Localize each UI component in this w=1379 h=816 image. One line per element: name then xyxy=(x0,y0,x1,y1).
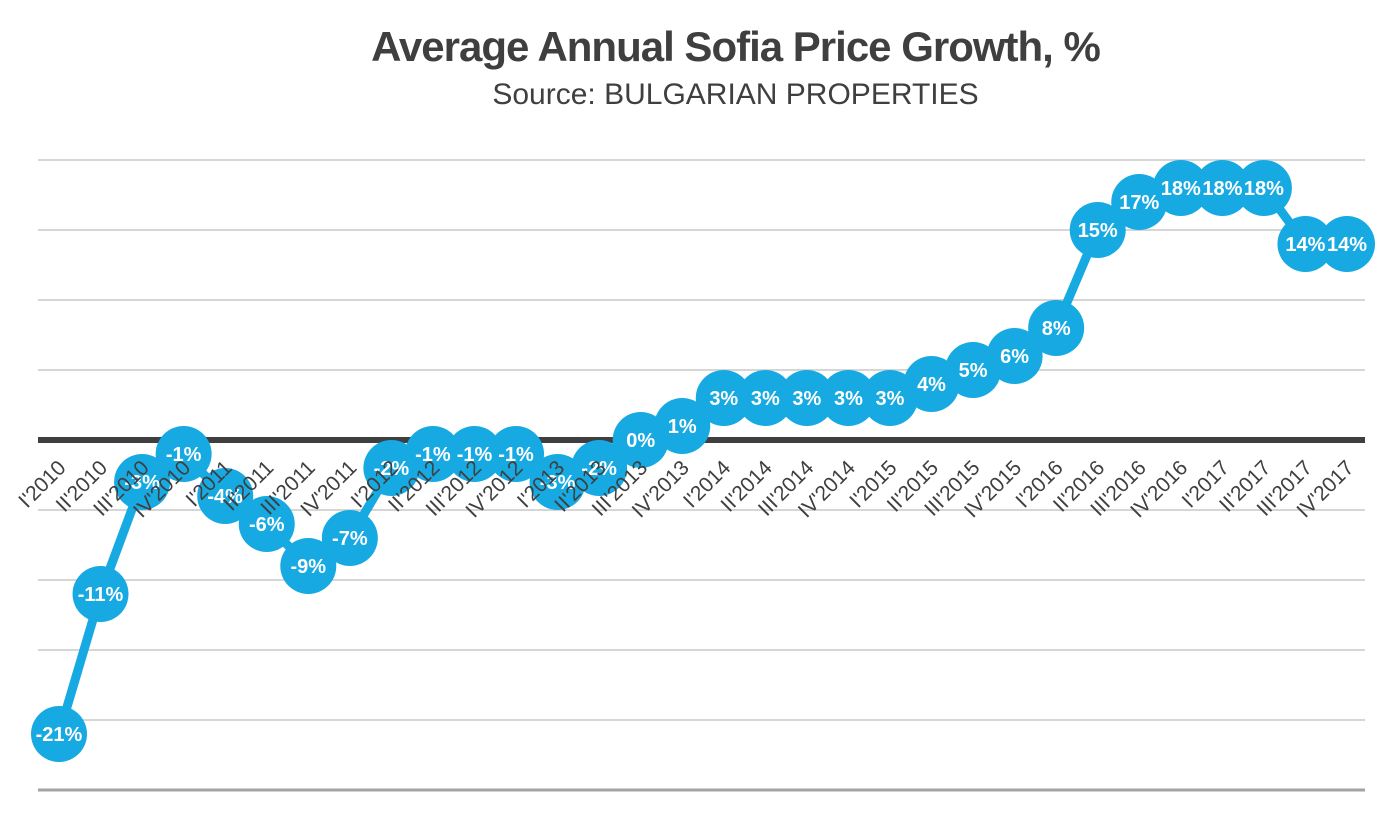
data-point-label: 3% xyxy=(751,388,780,410)
chart-header: Average Annual Sofia Price Growth, % Sou… xyxy=(92,0,1379,110)
data-point-label: 15% xyxy=(1078,220,1118,242)
data-point-marker xyxy=(1069,202,1126,258)
data-point-label: -2% xyxy=(581,458,617,480)
data-point-marker xyxy=(1319,216,1375,272)
data-point-marker xyxy=(155,426,212,482)
data-point-label: 17% xyxy=(1119,192,1159,214)
data-point-label: 3% xyxy=(792,388,821,410)
data-point-label: 14% xyxy=(1285,234,1325,256)
data-point-label: -11% xyxy=(78,584,124,606)
data-point-marker xyxy=(1152,160,1209,216)
chart-title: Average Annual Sofia Price Growth, % xyxy=(371,23,1101,70)
data-point-label: -4% xyxy=(207,486,243,508)
data-point-label: 14% xyxy=(1327,234,1367,256)
data-point-marker xyxy=(737,370,794,426)
data-point-marker xyxy=(1194,160,1251,216)
chart-subtitle: Source: BULGARIAN PROPERTIES xyxy=(492,78,979,112)
data-point-label: 0% xyxy=(626,430,655,452)
data-point-marker xyxy=(404,426,461,482)
data-point-marker xyxy=(488,426,545,482)
data-point-label: 8% xyxy=(1042,318,1071,340)
data-point-marker xyxy=(1235,160,1292,216)
data-point-label: 3% xyxy=(834,388,863,410)
data-point-marker xyxy=(114,454,171,510)
data-point-label: 4% xyxy=(917,374,946,396)
data-point-label: 18% xyxy=(1202,178,1242,200)
data-point-label: -1% xyxy=(498,444,534,466)
data-point-label: -3% xyxy=(124,472,160,494)
data-point-label: 18% xyxy=(1244,178,1284,200)
data-point-marker xyxy=(1028,300,1085,356)
data-point-marker xyxy=(571,440,628,496)
data-point-marker xyxy=(778,370,835,426)
data-point-label: -2% xyxy=(374,458,410,480)
data-point-label: -1% xyxy=(166,444,202,466)
data-point-label: 6% xyxy=(1000,346,1029,368)
data-point-marker xyxy=(446,426,503,482)
data-point-label: 3% xyxy=(876,388,905,410)
data-point-marker xyxy=(321,510,378,566)
data-point-label: -6% xyxy=(249,514,285,536)
data-point-label: -9% xyxy=(291,556,327,578)
series-line xyxy=(54,183,1347,736)
data-point-marker xyxy=(1277,216,1334,272)
data-point-marker xyxy=(238,496,295,552)
data-point-label: -3% xyxy=(540,472,576,494)
data-point-label: 1% xyxy=(668,416,697,438)
data-point-marker xyxy=(197,468,254,524)
data-point-label: 18% xyxy=(1161,178,1201,200)
data-point-marker xyxy=(72,566,129,622)
data-point-label: -21% xyxy=(36,724,83,746)
data-point-marker xyxy=(280,538,337,594)
data-point-marker xyxy=(695,370,752,426)
data-point-label: 5% xyxy=(959,360,988,382)
data-point-label: 3% xyxy=(709,388,738,410)
data-point-label: -7% xyxy=(332,528,368,550)
data-point-marker xyxy=(31,706,87,762)
data-point-marker xyxy=(986,328,1043,384)
data-point-marker xyxy=(654,398,711,454)
data-point-label: -1% xyxy=(415,444,451,466)
data-point-marker xyxy=(820,370,877,426)
data-point-label: -1% xyxy=(457,444,493,466)
